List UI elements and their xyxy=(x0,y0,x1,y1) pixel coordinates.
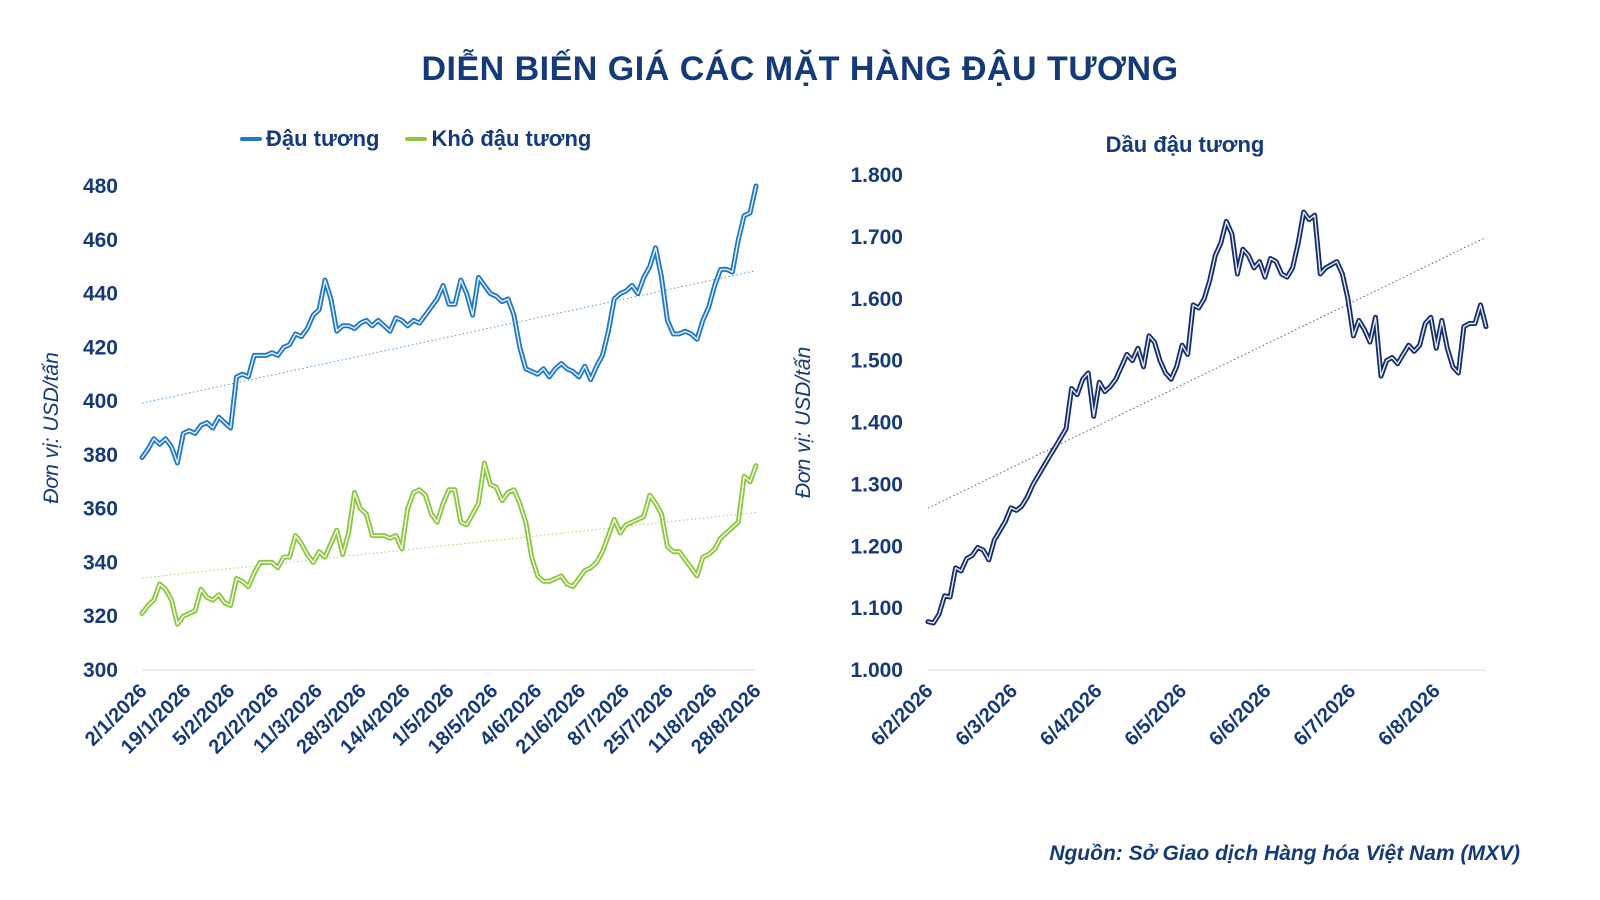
page-title: DIỄN BIẾN GIÁ CÁC MẶT HÀNG ĐẬU TƯƠNG xyxy=(421,50,1179,88)
y-tick-label: 1.700 xyxy=(850,226,903,249)
y-axis-label: Đơn vị: USD/tấn xyxy=(40,352,63,504)
series-line-inner xyxy=(141,185,757,464)
oil-chart-title: Dầu đậu tương xyxy=(1105,132,1265,157)
legend-item-soybean[interactable]: Đậu tương xyxy=(240,126,379,152)
y-tick-label: 320 xyxy=(83,605,118,628)
y-tick-label: 1.300 xyxy=(850,473,903,496)
series-line-outer xyxy=(925,209,1489,626)
trend-line xyxy=(141,511,757,579)
y-tick-label: 1.200 xyxy=(850,535,903,558)
legend-item-meal[interactable]: Khô đậu tương xyxy=(405,126,591,152)
trend-line xyxy=(927,236,1487,509)
y-tick-label: 1.400 xyxy=(850,412,903,435)
legend-swatch-soybean xyxy=(240,137,262,141)
y-tick-label: 400 xyxy=(83,390,118,413)
x-tick-label: 6/5/2026 xyxy=(1121,680,1192,751)
y-tick-label: 1.100 xyxy=(850,597,903,620)
legend: Đậu tương Khô đậu tương xyxy=(240,126,591,152)
y-tick-label: 460 xyxy=(83,229,118,252)
y-tick-label: 1.500 xyxy=(850,350,903,373)
y-tick-label: 1.800 xyxy=(850,164,903,187)
y-tick-label: 360 xyxy=(83,498,118,521)
source-note: Nguồn: Sở Giao dịch Hàng hóa Việt Nam (M… xyxy=(1049,842,1520,865)
trend-line xyxy=(141,270,757,404)
x-tick-label: 6/4/2026 xyxy=(1036,680,1107,751)
y-tick-label: 440 xyxy=(83,283,118,306)
x-tick-label: 6/3/2026 xyxy=(951,680,1022,751)
series-line-outer xyxy=(139,460,759,627)
series-line-inner xyxy=(927,211,1487,624)
y-tick-label: 1.600 xyxy=(850,288,903,311)
x-tick-label: 6/6/2026 xyxy=(1205,680,1276,751)
y-tick-label: 480 xyxy=(83,175,118,198)
series-line-inner xyxy=(141,462,757,625)
series-line-outer xyxy=(139,183,759,466)
x-tick-label: 6/7/2026 xyxy=(1290,680,1361,751)
y-tick-label: 300 xyxy=(83,659,118,682)
legend-swatch-meal xyxy=(405,137,428,141)
x-tick-label: 6/2/2026 xyxy=(867,680,938,751)
y-tick-label: 1.000 xyxy=(850,659,903,682)
y-tick-label: 380 xyxy=(83,444,118,467)
legend-label-soybean: Đậu tương xyxy=(266,126,380,151)
y-tick-label: 420 xyxy=(83,336,118,359)
x-tick-label: 6/8/2026 xyxy=(1374,680,1445,751)
y-tick-label: 340 xyxy=(83,551,118,574)
soybean-chart: 300 320 340 360 380 400 420 440 460 480 Đơn vị: US… xyxy=(40,175,766,758)
legend-label-meal: Khô đậu tương xyxy=(431,126,592,151)
